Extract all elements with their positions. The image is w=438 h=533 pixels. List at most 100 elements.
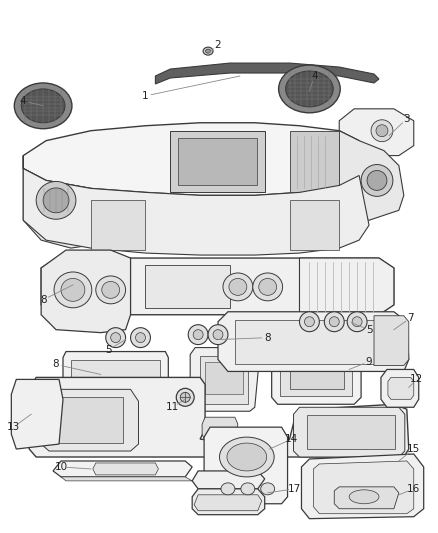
Ellipse shape: [221, 483, 235, 495]
Ellipse shape: [352, 317, 362, 327]
Ellipse shape: [14, 83, 72, 129]
Polygon shape: [334, 487, 399, 508]
Polygon shape: [235, 320, 399, 365]
Ellipse shape: [36, 181, 76, 219]
Ellipse shape: [286, 71, 333, 107]
Polygon shape: [192, 489, 265, 515]
Polygon shape: [314, 461, 414, 514]
Ellipse shape: [371, 120, 393, 142]
Polygon shape: [23, 123, 369, 196]
Ellipse shape: [223, 273, 253, 301]
Polygon shape: [290, 365, 344, 389]
Ellipse shape: [131, 328, 150, 348]
Polygon shape: [300, 258, 394, 315]
Polygon shape: [204, 427, 288, 504]
Ellipse shape: [347, 312, 367, 332]
Polygon shape: [63, 352, 168, 409]
Ellipse shape: [208, 325, 228, 345]
Polygon shape: [61, 477, 192, 481]
Polygon shape: [53, 461, 192, 477]
Polygon shape: [290, 200, 339, 250]
Polygon shape: [290, 131, 339, 192]
Ellipse shape: [176, 389, 194, 406]
Text: 11: 11: [166, 402, 179, 412]
Polygon shape: [293, 407, 405, 457]
Text: 2: 2: [215, 40, 221, 50]
Ellipse shape: [193, 330, 203, 340]
Polygon shape: [202, 417, 238, 441]
Polygon shape: [279, 350, 352, 397]
Ellipse shape: [219, 437, 274, 477]
Text: 1: 1: [142, 91, 149, 101]
Polygon shape: [91, 200, 145, 250]
Ellipse shape: [43, 188, 69, 213]
Ellipse shape: [54, 272, 92, 308]
Polygon shape: [23, 156, 91, 248]
Ellipse shape: [304, 317, 314, 327]
Ellipse shape: [300, 312, 319, 332]
Text: 3: 3: [403, 114, 410, 124]
Text: 8: 8: [265, 333, 271, 343]
Ellipse shape: [367, 171, 387, 190]
Polygon shape: [194, 495, 262, 511]
Polygon shape: [307, 415, 395, 449]
Polygon shape: [41, 389, 138, 451]
Text: 4: 4: [311, 71, 318, 81]
Ellipse shape: [135, 333, 145, 343]
Ellipse shape: [241, 483, 255, 495]
Text: 15: 15: [407, 444, 420, 454]
Text: 16: 16: [407, 484, 420, 494]
Ellipse shape: [205, 49, 211, 53]
Polygon shape: [339, 131, 404, 220]
Polygon shape: [23, 168, 369, 255]
Text: 9: 9: [366, 357, 372, 367]
Ellipse shape: [21, 89, 65, 123]
Ellipse shape: [180, 392, 190, 402]
Ellipse shape: [349, 490, 379, 504]
Ellipse shape: [261, 483, 275, 495]
Polygon shape: [145, 265, 230, 308]
Ellipse shape: [188, 325, 208, 345]
Text: 14: 14: [285, 434, 298, 444]
Text: 17: 17: [288, 484, 301, 494]
Polygon shape: [155, 63, 379, 84]
Ellipse shape: [106, 328, 126, 348]
Polygon shape: [339, 109, 414, 156]
Text: 4: 4: [20, 96, 27, 106]
Polygon shape: [170, 131, 265, 192]
Ellipse shape: [376, 125, 388, 136]
Ellipse shape: [61, 278, 85, 301]
Text: 10: 10: [54, 462, 67, 472]
Polygon shape: [192, 471, 265, 489]
Polygon shape: [41, 250, 131, 333]
Ellipse shape: [102, 281, 120, 298]
Ellipse shape: [279, 65, 340, 113]
Text: 12: 12: [410, 374, 424, 384]
Text: 5: 5: [366, 325, 372, 335]
Ellipse shape: [227, 443, 267, 471]
Ellipse shape: [329, 317, 339, 327]
Polygon shape: [301, 454, 424, 519]
Ellipse shape: [229, 278, 247, 295]
Text: 7: 7: [407, 313, 414, 323]
Polygon shape: [381, 369, 419, 407]
Text: 8: 8: [40, 295, 46, 305]
Polygon shape: [93, 463, 159, 475]
Text: 8: 8: [53, 359, 60, 369]
Ellipse shape: [203, 47, 213, 55]
Polygon shape: [178, 138, 257, 185]
Ellipse shape: [213, 330, 223, 340]
Text: 13: 13: [7, 422, 20, 432]
Polygon shape: [71, 360, 160, 401]
Polygon shape: [200, 356, 248, 404]
Ellipse shape: [361, 165, 393, 196]
Polygon shape: [218, 312, 409, 372]
Polygon shape: [56, 397, 123, 443]
Polygon shape: [388, 377, 414, 399]
Ellipse shape: [324, 312, 344, 332]
Polygon shape: [29, 377, 409, 457]
Text: 5: 5: [106, 344, 112, 354]
Polygon shape: [41, 258, 394, 315]
Ellipse shape: [111, 333, 120, 343]
Ellipse shape: [259, 278, 277, 295]
